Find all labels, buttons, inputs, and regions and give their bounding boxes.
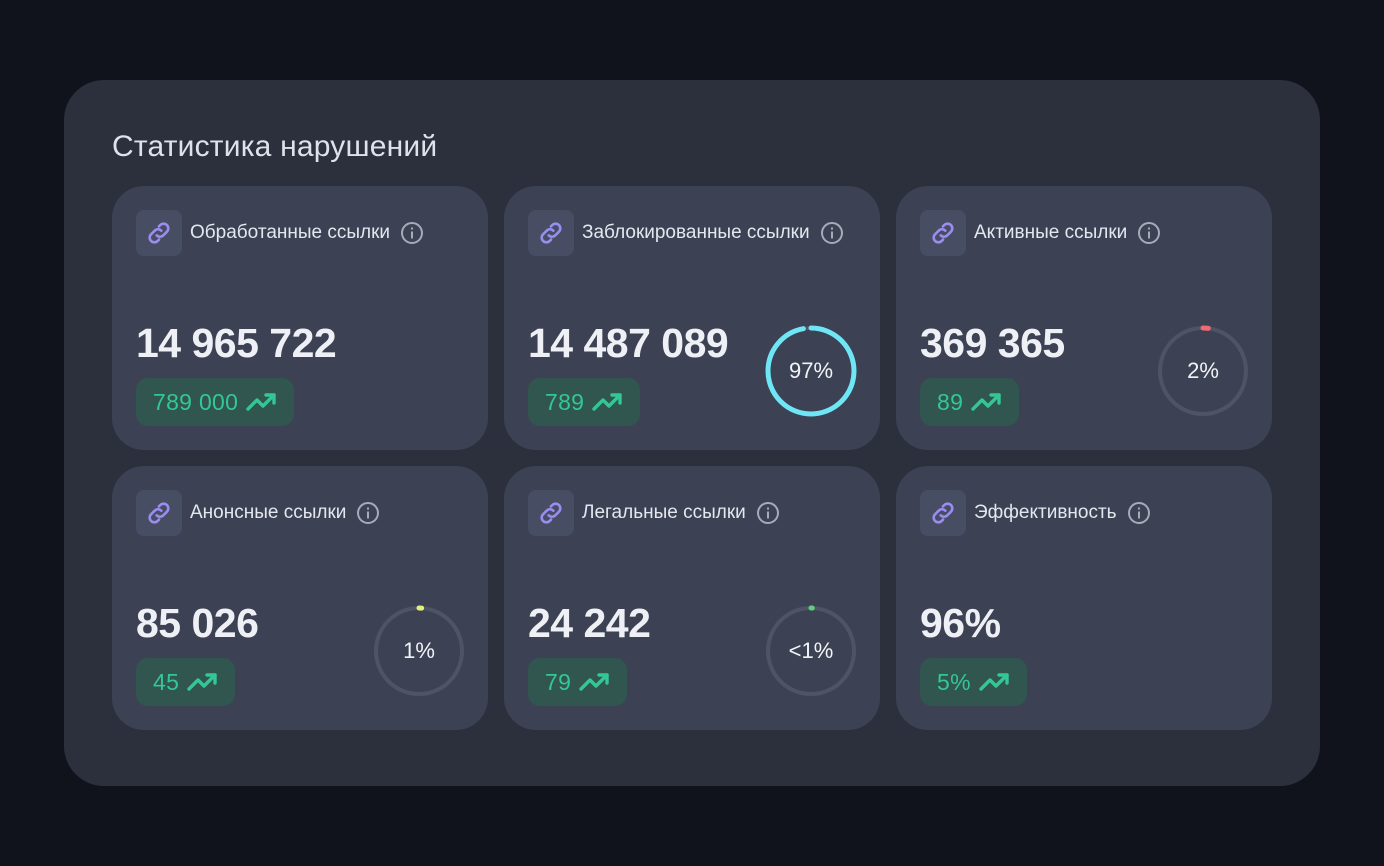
- trend-up-icon: [246, 391, 278, 413]
- violations-stats-panel: Статистика нарушений Обработанные ссылки…: [64, 80, 1320, 786]
- panel-title: Статистика нарушений: [112, 130, 438, 163]
- delta-badge: 45: [136, 658, 236, 706]
- progress-ring: 1%: [373, 605, 465, 697]
- card-value: 24 242: [528, 600, 651, 646]
- info-icon[interactable]: [356, 501, 380, 525]
- trend-up-icon: [971, 391, 1003, 413]
- card-label: Заблокированные ссылки: [582, 222, 810, 243]
- delta-badge: 789 000: [136, 378, 295, 426]
- delta-value: 79: [545, 668, 572, 695]
- link-icon: [528, 210, 574, 256]
- card-value: 96%: [920, 600, 1001, 646]
- ring-percent: 1%: [403, 638, 435, 663]
- delta-value: 789: [545, 388, 585, 415]
- info-icon[interactable]: [1137, 221, 1161, 245]
- delta-badge: 79: [528, 658, 628, 706]
- progress-ring: <1%: [765, 605, 857, 697]
- info-icon[interactable]: [1127, 501, 1151, 525]
- trend-up-icon: [579, 671, 611, 693]
- trend-up-icon: [592, 391, 624, 413]
- delta-badge: 789: [528, 378, 641, 426]
- link-icon: [528, 490, 574, 536]
- delta-value: 45: [153, 668, 180, 695]
- ring-percent: 97%: [788, 358, 834, 383]
- card-processed-links: Обработанные ссылки 14 965 722 789 000: [112, 186, 488, 450]
- progress-ring: 97%: [765, 325, 857, 417]
- trend-up-icon: [187, 671, 219, 693]
- link-icon: [136, 210, 182, 256]
- card-efficiency: Эффективность 96% 5%: [896, 466, 1272, 730]
- card-active-links: Активные ссылки 369 365 89 2%: [896, 186, 1272, 450]
- card-value: 14 965 722: [136, 320, 337, 366]
- card-label: Анонсные ссылки: [190, 502, 347, 523]
- delta-badge: 89: [920, 378, 1020, 426]
- link-icon: [920, 490, 966, 536]
- card-label: Эффективность: [974, 502, 1117, 523]
- card-label: Легальные ссылки: [582, 502, 746, 523]
- progress-ring: 2%: [1157, 325, 1249, 417]
- delta-value: 89: [937, 388, 964, 415]
- delta-value: 789 000: [153, 388, 239, 415]
- card-value: 369 365: [920, 320, 1065, 366]
- ring-percent: <1%: [788, 638, 834, 663]
- card-label: Активные ссылки: [974, 222, 1128, 243]
- info-icon[interactable]: [400, 221, 424, 245]
- trend-up-icon: [979, 671, 1011, 693]
- card-label: Обработанные ссылки: [190, 222, 391, 243]
- link-icon: [920, 210, 966, 256]
- delta-badge: 5%: [920, 658, 1027, 706]
- link-icon: [136, 490, 182, 536]
- info-icon[interactable]: [756, 501, 780, 525]
- card-value: 85 026: [136, 600, 259, 646]
- card-blocked-links: Заблокированные ссылки 14 487 089 789 97…: [504, 186, 880, 450]
- card-legal-links: Легальные ссылки 24 242 79 <1%: [504, 466, 880, 730]
- ring-percent: 2%: [1187, 358, 1219, 383]
- card-announce-links: Анонсные ссылки 85 026 45 1%: [112, 466, 488, 730]
- delta-value: 5%: [937, 668, 971, 695]
- card-value: 14 487 089: [528, 320, 729, 366]
- info-icon[interactable]: [820, 221, 844, 245]
